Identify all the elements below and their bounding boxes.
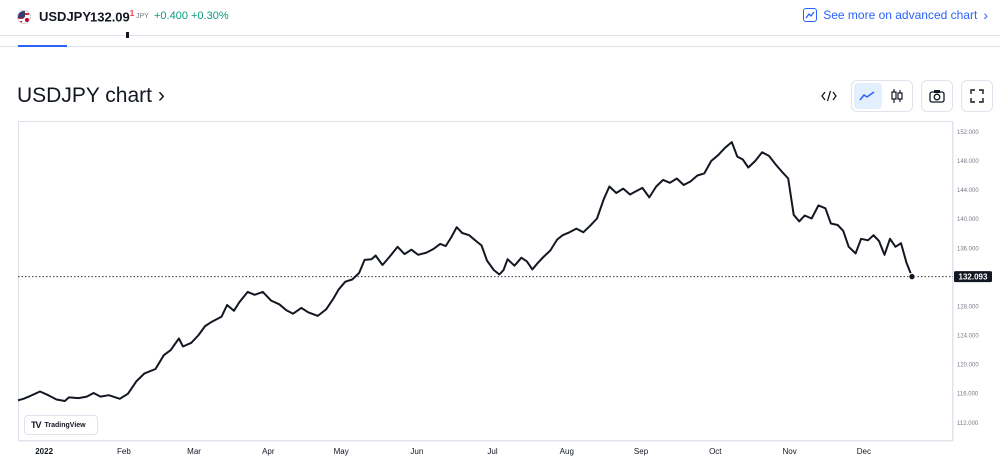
x-tick-label: Aug bbox=[560, 447, 574, 456]
y-tick-label: 128.000 bbox=[957, 304, 979, 310]
y-tick-label: 152.000 bbox=[957, 130, 979, 136]
line-chart-icon bbox=[859, 91, 875, 101]
y-tick-label: 136.000 bbox=[957, 246, 979, 252]
chevron-right-icon: › bbox=[983, 7, 988, 23]
y-tick-label: 140.000 bbox=[957, 217, 979, 223]
x-tick-label: Nov bbox=[782, 447, 796, 456]
tab-fragment bbox=[126, 32, 129, 38]
y-tick-label: 144.000 bbox=[957, 188, 979, 194]
x-tick-label: Oct bbox=[709, 447, 722, 456]
currency-label: JPY bbox=[136, 13, 149, 20]
x-tick-label: May bbox=[334, 447, 349, 456]
x-tick-label: Jun bbox=[410, 447, 423, 456]
x-tick-label: Jul bbox=[487, 447, 497, 456]
candlestick-icon bbox=[891, 89, 903, 103]
advanced-chart-label: See more on advanced chart bbox=[823, 8, 978, 22]
y-tick-label: 120.000 bbox=[957, 363, 979, 369]
symbol-header: USDJPY 132.091 JPY +0.400 +0.30% See mor… bbox=[0, 0, 1000, 36]
price-series-line bbox=[17, 141, 913, 402]
price-superscript: 1 bbox=[129, 9, 135, 18]
fullscreen-button[interactable] bbox=[961, 80, 993, 112]
candle-style-button[interactable] bbox=[882, 81, 912, 111]
chart-title[interactable]: USDJPY chart › bbox=[17, 84, 165, 107]
y-tick-label: 116.000 bbox=[957, 392, 979, 398]
embed-button[interactable] bbox=[813, 80, 845, 112]
svg-text:132.093: 132.093 bbox=[959, 273, 988, 282]
snapshot-button[interactable] bbox=[921, 80, 953, 112]
code-icon bbox=[821, 90, 837, 102]
price-change: +0.400 bbox=[154, 10, 188, 22]
x-axis-ticks: 2022 Feb Mar Apr May Jun Jul Aug Sep Oct Nov Dec bbox=[35, 447, 871, 456]
x-tick-label: Sep bbox=[634, 447, 649, 456]
fullscreen-icon bbox=[970, 89, 984, 103]
last-price-label: 132.093 bbox=[954, 271, 992, 283]
chart-line-icon bbox=[803, 8, 818, 22]
last-price-dot bbox=[908, 272, 916, 281]
line-style-button[interactable] bbox=[852, 81, 882, 111]
price-change-percent: +0.30% bbox=[191, 10, 229, 22]
active-tab-indicator bbox=[18, 45, 67, 47]
y-tick-label: 148.000 bbox=[957, 159, 979, 165]
tv-logo-text: TradingView bbox=[44, 421, 86, 429]
y-tick-label: 112.000 bbox=[957, 421, 979, 427]
x-tick-label: Apr bbox=[262, 447, 275, 456]
last-price: 132.091 bbox=[90, 9, 135, 25]
x-tick-label: 2022 bbox=[35, 447, 53, 456]
y-tick-label: 124.000 bbox=[957, 334, 979, 340]
x-tick-label: Dec bbox=[857, 447, 871, 456]
usd-jpy-flag-icon bbox=[17, 10, 31, 24]
tradingview-logo[interactable]: TV TradingView bbox=[24, 415, 98, 435]
advanced-chart-link[interactable]: See more on advanced chart › bbox=[803, 8, 988, 22]
tab-strip bbox=[0, 32, 1000, 47]
symbol-name[interactable]: USDJPY bbox=[39, 9, 92, 24]
camera-icon bbox=[929, 90, 945, 103]
chart-style-toggle bbox=[851, 80, 913, 112]
x-tick-label: Mar bbox=[187, 447, 201, 456]
x-tick-label: Feb bbox=[117, 447, 131, 456]
tv-logo-icon: TV bbox=[31, 420, 41, 430]
